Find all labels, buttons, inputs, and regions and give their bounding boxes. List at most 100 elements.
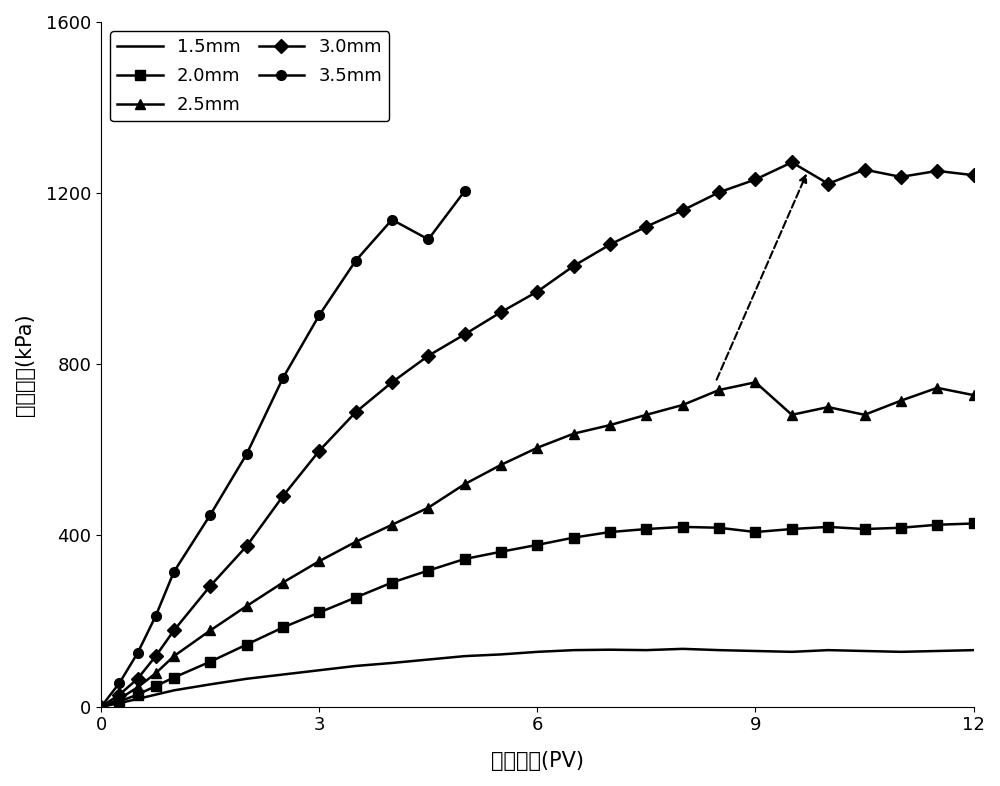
2.5mm [531,443,543,453]
3.5mm [459,186,471,196]
3.0mm [713,188,725,197]
2.0mm [132,690,144,700]
2.0mm [495,547,507,556]
2.0mm [150,681,162,691]
2.5mm [132,682,144,692]
2.0mm [168,673,180,682]
2.0mm [749,527,761,537]
3.5mm [113,678,125,688]
2.0mm [822,522,834,531]
2.5mm [640,410,652,420]
2.0mm [713,523,725,532]
1.5mm [822,645,834,655]
3.0mm [422,351,434,361]
1.5mm [531,647,543,656]
2.5mm [386,520,398,530]
3.0mm [350,407,362,417]
3.0mm [568,261,580,270]
2.0mm [277,623,289,632]
2.5mm [495,460,507,469]
3.0mm [459,329,471,339]
X-axis label: 注入体积(PV): 注入体积(PV) [491,751,584,771]
Line: 2.0mm: 2.0mm [96,519,978,711]
2.0mm [786,524,798,534]
2.5mm [204,626,216,635]
2.0mm [677,522,689,531]
3.5mm [204,510,216,520]
1.5mm [713,645,725,655]
2.5mm [859,410,871,420]
1.5mm [895,647,907,656]
2.5mm [604,421,616,430]
3.5mm [313,310,325,320]
3.0mm [495,307,507,317]
3.5mm [350,256,362,266]
3.0mm [241,542,253,551]
2.0mm [386,578,398,587]
3.5mm [277,373,289,383]
3.5mm [132,648,144,658]
3.0mm [968,171,980,180]
1.5mm [277,670,289,679]
2.5mm [150,669,162,678]
1.5mm [313,666,325,675]
2.5mm [277,578,289,587]
1.5mm [604,645,616,655]
1.5mm [459,652,471,661]
3.0mm [168,626,180,635]
2.0mm [459,554,471,564]
1.5mm [786,647,798,656]
3.0mm [132,674,144,684]
2.5mm [931,383,943,392]
3.5mm [386,215,398,224]
2.5mm [568,429,580,439]
2.5mm [677,400,689,410]
1.5mm [422,655,434,664]
1.5mm [568,645,580,655]
1.5mm [495,650,507,659]
1.5mm [95,702,107,711]
Line: 1.5mm: 1.5mm [101,649,974,707]
3.5mm [241,450,253,459]
1.5mm [113,699,125,708]
2.5mm [241,601,253,611]
3.0mm [786,158,798,167]
Y-axis label: 注入压力(kPa): 注入压力(kPa) [15,313,35,416]
3.0mm [95,702,107,711]
1.5mm [968,645,980,655]
3.0mm [277,491,289,501]
3.0mm [822,179,834,189]
3.0mm [931,166,943,175]
3.5mm [168,567,180,577]
2.5mm [95,702,107,711]
2.0mm [568,533,580,542]
3.5mm [422,235,434,244]
Line: 2.5mm: 2.5mm [96,377,978,711]
2.5mm [895,396,907,406]
3.0mm [749,174,761,184]
3.0mm [386,377,398,387]
3.0mm [604,240,616,249]
1.5mm [640,645,652,655]
1.5mm [168,685,180,695]
1.5mm [859,646,871,656]
1.5mm [204,680,216,689]
3.5mm [95,702,107,711]
Legend: 1.5mm, 2.0mm, 2.5mm, 3.0mm, 3.5mm: 1.5mm, 2.0mm, 2.5mm, 3.0mm, 3.5mm [110,31,389,121]
2.0mm [859,524,871,534]
2.5mm [713,385,725,395]
3.0mm [677,206,689,215]
3.0mm [113,690,125,700]
Line: 3.0mm: 3.0mm [96,157,978,711]
2.5mm [422,503,434,512]
2.5mm [786,410,798,420]
2.0mm [113,696,125,706]
2.0mm [204,657,216,667]
2.0mm [241,640,253,649]
3.0mm [640,222,652,231]
2.5mm [113,694,125,703]
3.0mm [150,652,162,661]
3.5mm [150,612,162,621]
2.0mm [640,524,652,534]
2.0mm [895,523,907,532]
